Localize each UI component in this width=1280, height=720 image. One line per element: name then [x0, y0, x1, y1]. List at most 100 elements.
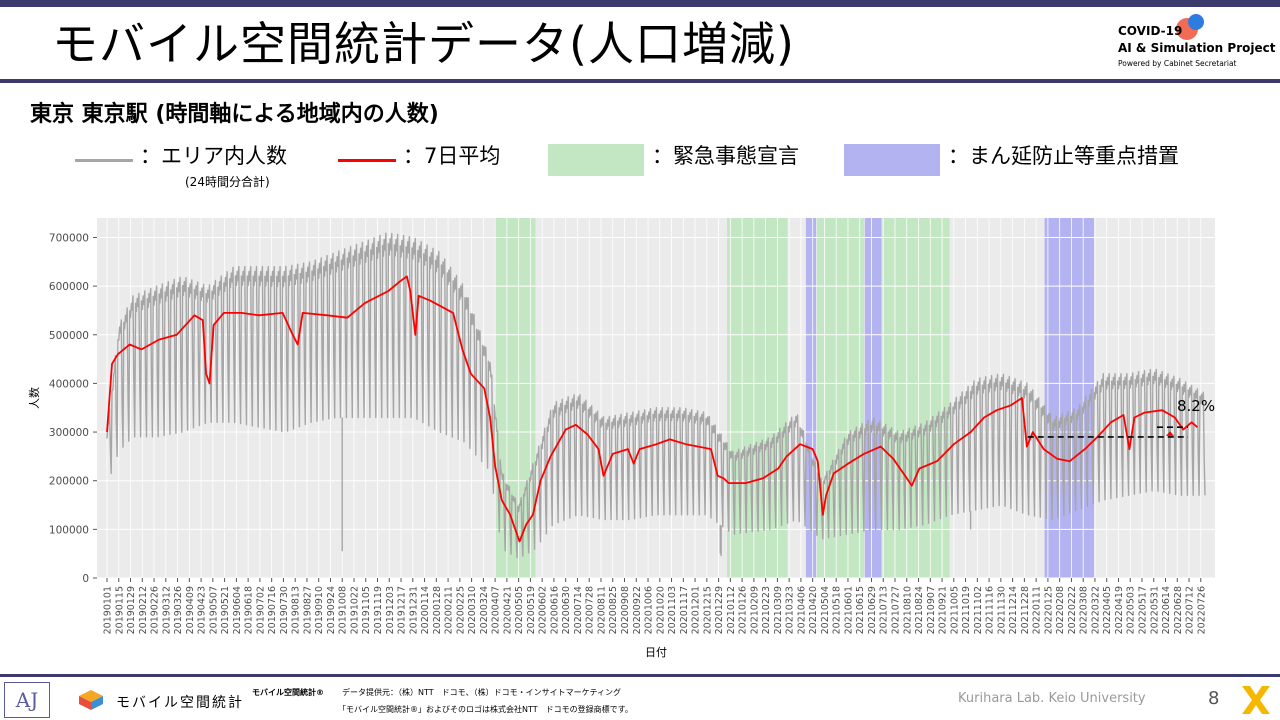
x-tick-label: 20210727 — [891, 586, 902, 634]
x-tick-label: 20220125 — [1043, 586, 1054, 634]
y-axis-label: 人数 — [28, 387, 41, 409]
x-tick-label: 20211102 — [973, 586, 984, 634]
x-tick-label: 20190423 — [197, 586, 208, 634]
x-tick-label: 20220208 — [1055, 586, 1066, 634]
x-tick-label: 20210810 — [902, 586, 913, 634]
priority-measures-band — [864, 218, 882, 578]
y-tick-label: 300000 — [49, 427, 89, 439]
area-daily-series — [106, 232, 1206, 559]
x-tick-label: 20220322 — [1090, 586, 1101, 634]
x-tick-label: 20190618 — [244, 586, 255, 634]
x-tick-label: 20191105 — [361, 586, 372, 634]
x-tick-label: 20200505 — [514, 586, 525, 634]
x-tick-label: 20200519 — [526, 586, 537, 634]
x-tick-label: 20191022 — [349, 586, 360, 634]
x-tick-label: 20201201 — [691, 586, 702, 634]
title-rule — [0, 79, 1280, 83]
logo-line3: Powered by Cabinet Secretariat — [1118, 59, 1237, 68]
x-tick-label: 20201117 — [679, 586, 690, 634]
x-tick-label: 20191203 — [385, 586, 396, 634]
x-tick-label: 20211130 — [996, 586, 1007, 634]
y-tick-label: 100000 — [49, 524, 89, 536]
priority-measures-band — [805, 218, 817, 578]
legend-blue-swatch — [844, 144, 940, 176]
logo-line1: COVID-19 — [1118, 24, 1183, 38]
mobile-logo-text: モバイル空間統計 — [116, 695, 244, 711]
x-tick-label: 20190827 — [302, 586, 313, 634]
x-tick-label: 20191119 — [373, 586, 384, 634]
footer-trademark: 「モバイル空間統計®」およびそのロゴは株式会社NTT ドコモの登録商標です。 — [338, 705, 633, 714]
x-tick-label: 20200714 — [573, 586, 584, 634]
population-chart: 8.2% 0 100000 200000 300000 400000 500000 6000… — [28, 218, 1215, 659]
legend-green-label: ：緊急事態宣言 — [652, 144, 799, 168]
x-tick-label: 20190312 — [161, 586, 172, 634]
x-tick-label: 20210518 — [832, 586, 843, 634]
x-tick-label: 20210824 — [914, 586, 925, 634]
x-tick-label: 20220712 — [1185, 586, 1196, 634]
x-tick-label: 20210615 — [855, 586, 866, 634]
x-tick-label: 20220111 — [1032, 586, 1043, 634]
legend-red-swatch — [338, 159, 396, 162]
x-tick-label: 20191217 — [397, 586, 408, 634]
x-tick-label: 20190813 — [291, 586, 302, 634]
x-tick-label: 20190702 — [255, 586, 266, 634]
x-tick-label: 20210406 — [796, 586, 807, 634]
x-tick-label: 20210420 — [808, 586, 819, 634]
x-tick-label: 20200324 — [479, 586, 490, 634]
increase-arrow — [1166, 431, 1174, 436]
x-tick-label: 20201020 — [655, 586, 666, 634]
x-tick-label: 20191008 — [338, 586, 349, 634]
x-tick-label: 20211228 — [1020, 586, 1031, 634]
covid-project-logo: COVID-19 AI & Simulation Project Powered… — [1118, 14, 1275, 74]
x-tick-label: 20200310 — [467, 586, 478, 634]
x-tick-label: 20210126 — [738, 586, 749, 634]
x-tick-label: 20200922 — [632, 586, 643, 634]
x-tick-label: 20200114 — [420, 586, 431, 634]
x-tick-label: 20200128 — [432, 586, 443, 634]
x-tick-label: 20190924 — [326, 586, 337, 634]
chart-subtitle: 東京 東京駅 (時間軸による地域内の人数) — [30, 102, 439, 127]
legend-red-label: ：7日平均 — [403, 144, 501, 168]
x-tick-label: 20200630 — [561, 586, 572, 634]
footer-lab: Kurihara Lab. Keio University — [958, 691, 1146, 706]
x-tick-label: 20191231 — [408, 586, 419, 634]
x-tick-label: 20190716 — [267, 586, 278, 634]
x-tick-label: 20190129 — [126, 586, 137, 634]
x-tick-label: 20210504 — [820, 586, 831, 634]
x-tick-label: 20210209 — [749, 586, 760, 634]
x-tick-label: 20220419 — [1114, 586, 1125, 634]
x-tick-label: 20200407 — [491, 586, 502, 634]
x-tick-label: 20190326 — [173, 586, 184, 634]
x-tick-label: 20211005 — [949, 586, 960, 634]
y-tick-label: 500000 — [49, 330, 89, 342]
x-mark-icon — [1242, 686, 1270, 714]
x-tick-label: 20200211 — [444, 586, 455, 634]
x-tick-label: 20220222 — [1067, 586, 1078, 634]
x-tick-label: 20210713 — [879, 586, 890, 634]
x-tick-label: 20190521 — [220, 586, 231, 634]
x-tick-label: 20220503 — [1126, 586, 1137, 634]
x-axis-label: 日付 — [645, 646, 667, 659]
y-tick-label: 700000 — [49, 232, 89, 244]
x-tick-label: 20190115 — [114, 586, 125, 634]
mobile-spatial-statistics-logo: モバイル空間統計 — [72, 684, 247, 716]
seven-day-average-series — [106, 275, 1198, 543]
x-tick-label: 20210323 — [785, 586, 796, 634]
x-tick-label: 20211116 — [985, 586, 996, 634]
x-tick-label: 20190730 — [279, 586, 290, 634]
x-tick-label: 20210309 — [773, 586, 784, 634]
legend-blue-label: ：まん延防止等重点措置 — [948, 144, 1179, 168]
legend-green-swatch — [548, 144, 644, 176]
x-tick-label: 20210921 — [938, 586, 949, 634]
x-tick-label: 20190409 — [185, 586, 196, 634]
x-tick-label: 20210223 — [761, 586, 772, 634]
top-accent-bar — [0, 0, 1280, 7]
x-tick-label: 20200602 — [538, 586, 549, 634]
priority-measures-band — [1044, 218, 1095, 578]
legend-gray-note: (24時間分合計) — [185, 175, 270, 189]
x-tick-label: 20220614 — [1161, 586, 1172, 634]
x-tick-label: 20201229 — [714, 586, 725, 634]
x-tick-label: 20190212 — [138, 586, 149, 634]
x-tick-label: 20200616 — [549, 586, 560, 634]
x-tick-label: 20220517 — [1137, 586, 1148, 634]
